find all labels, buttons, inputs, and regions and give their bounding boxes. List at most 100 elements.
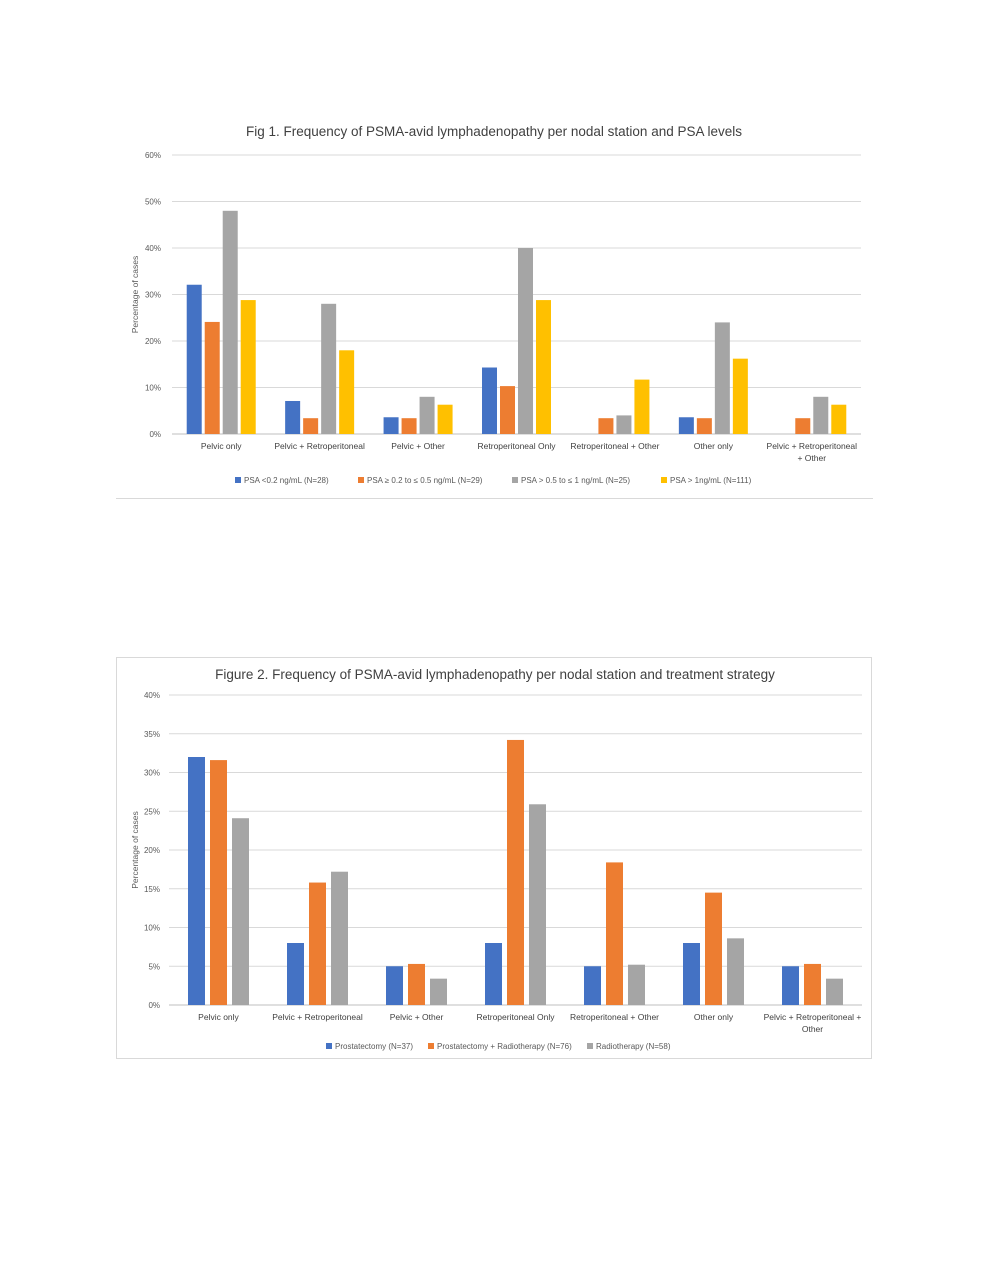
y-tick-label: 40% (145, 244, 161, 253)
bar-4 (240, 300, 256, 434)
x-tick-label: Pelvic + Retroperitoneal + (764, 1012, 862, 1022)
x-tick-label: Pelvic + Other (390, 1012, 444, 1022)
bar-2 (210, 760, 227, 1005)
bar-2 (606, 862, 623, 1005)
bar-3 (727, 938, 744, 1005)
y-tick-label: 15% (144, 885, 160, 894)
bar-3 (321, 303, 337, 434)
x-tick-label: Pelvic only (201, 441, 242, 451)
x-tick-label: Other only (694, 441, 734, 451)
bar-2 (795, 418, 811, 434)
figure-2-svg: Figure 2. Frequency of PSMA-avid lymphad… (130, 667, 862, 1051)
bar-2 (507, 739, 524, 1005)
x-tick-label: Pelvic + Retroperitoneal (767, 441, 858, 451)
bar-3 (419, 396, 435, 434)
x-tick-label: + Other (797, 453, 826, 463)
x-tick-label: Pelvic + Other (391, 441, 445, 451)
bar-2 (204, 321, 220, 434)
bar-3 (628, 964, 645, 1005)
x-tick-label: Pelvic + Retroperitoneal (274, 441, 365, 451)
bar-1 (287, 943, 304, 1005)
legend-label: PSA ≥ 0.2 to ≤ 0.5 ng/mL (N=29) (367, 476, 483, 485)
legend-swatch (428, 1043, 434, 1049)
bar-4 (732, 358, 748, 434)
bar-1 (485, 943, 502, 1005)
y-tick-label: 5% (148, 962, 160, 971)
legend-swatch (235, 477, 241, 483)
bar-1 (386, 966, 403, 1005)
x-tick-label: Retroperitoneal + Other (570, 1012, 659, 1022)
bar-2 (401, 418, 417, 434)
bar-1 (683, 943, 700, 1005)
y-tick-label: 10% (145, 384, 161, 393)
bar-2 (303, 418, 319, 434)
y-tick-label: 35% (144, 730, 160, 739)
legend-label: PSA <0.2 ng/mL (N=28) (244, 476, 329, 485)
bar-3 (222, 210, 238, 434)
bar-3 (813, 396, 829, 434)
bar-4 (831, 404, 847, 434)
legend-label: Prostatectomy + Radiotherapy (N=76) (437, 1042, 572, 1051)
y-tick-label: 20% (144, 846, 160, 855)
bar-4 (536, 300, 551, 434)
x-tick-label: Retroperitoneal + Other (570, 441, 659, 451)
y-tick-label: 25% (144, 807, 160, 816)
bar-3 (518, 248, 533, 434)
legend-swatch (661, 477, 667, 483)
legend-swatch (512, 477, 518, 483)
bar-2 (500, 386, 515, 434)
figure-1-svg: Fig 1. Frequency of PSMA-avid lymphadeno… (130, 124, 861, 485)
x-tick-label: Pelvic only (198, 1012, 239, 1022)
y-axis-label: Percentage of cases (130, 811, 140, 889)
y-axis-label: Percentage of cases (130, 256, 140, 334)
x-tick-label: Retroperitoneal Only (478, 441, 557, 451)
bar-1 (482, 367, 497, 434)
legend-swatch (358, 477, 364, 483)
bar-2 (408, 963, 425, 1005)
bar-1 (285, 400, 301, 434)
y-tick-label: 10% (144, 924, 160, 933)
y-tick-label: 60% (145, 151, 161, 160)
bar-3 (616, 415, 632, 434)
chart-title: Fig 1. Frequency of PSMA-avid lymphadeno… (246, 124, 742, 139)
y-tick-label: 20% (145, 337, 161, 346)
y-tick-label: 50% (145, 198, 161, 207)
bar-3 (430, 978, 447, 1005)
figure-1-chart: Fig 1. Frequency of PSMA-avid lymphadeno… (116, 108, 873, 499)
bar-3 (529, 804, 546, 1005)
legend-swatch (587, 1043, 593, 1049)
bar-3 (331, 871, 348, 1005)
y-tick-label: 0% (148, 1001, 160, 1010)
bar-1 (678, 417, 694, 434)
y-tick-label: 30% (144, 769, 160, 778)
chart-title: Figure 2. Frequency of PSMA-avid lymphad… (215, 667, 775, 682)
bar-1 (186, 284, 202, 434)
x-tick-label: Pelvic + Retroperitoneal (272, 1012, 363, 1022)
bar-3 (826, 978, 843, 1005)
bar-1 (383, 417, 399, 434)
x-tick-label: Other only (694, 1012, 734, 1022)
bar-4 (634, 379, 650, 434)
legend-label: Radiotherapy (N=58) (596, 1042, 671, 1051)
bar-2 (804, 963, 821, 1005)
bar-2 (705, 892, 722, 1005)
bar-1 (188, 757, 205, 1005)
y-tick-label: 40% (144, 691, 160, 700)
bar-3 (714, 322, 730, 434)
y-tick-label: 30% (145, 291, 161, 300)
bar-2 (598, 418, 614, 434)
legend-label: PSA > 0.5 to ≤ 1 ng/mL (N=25) (521, 476, 630, 485)
figure-2-chart: Figure 2. Frequency of PSMA-avid lymphad… (116, 657, 872, 1059)
bar-3 (232, 818, 249, 1005)
legend-label: PSA > 1ng/mL (N=111) (670, 476, 752, 485)
x-tick-label: Retroperitoneal Only (477, 1012, 556, 1022)
bar-1 (782, 966, 799, 1005)
legend-swatch (326, 1043, 332, 1049)
bar-4 (339, 350, 355, 434)
bar-2 (309, 882, 326, 1005)
bar-1 (584, 966, 601, 1005)
y-tick-label: 0% (149, 430, 161, 439)
x-tick-label: Other (802, 1024, 823, 1034)
bar-4 (437, 404, 453, 434)
bar-2 (696, 418, 712, 434)
